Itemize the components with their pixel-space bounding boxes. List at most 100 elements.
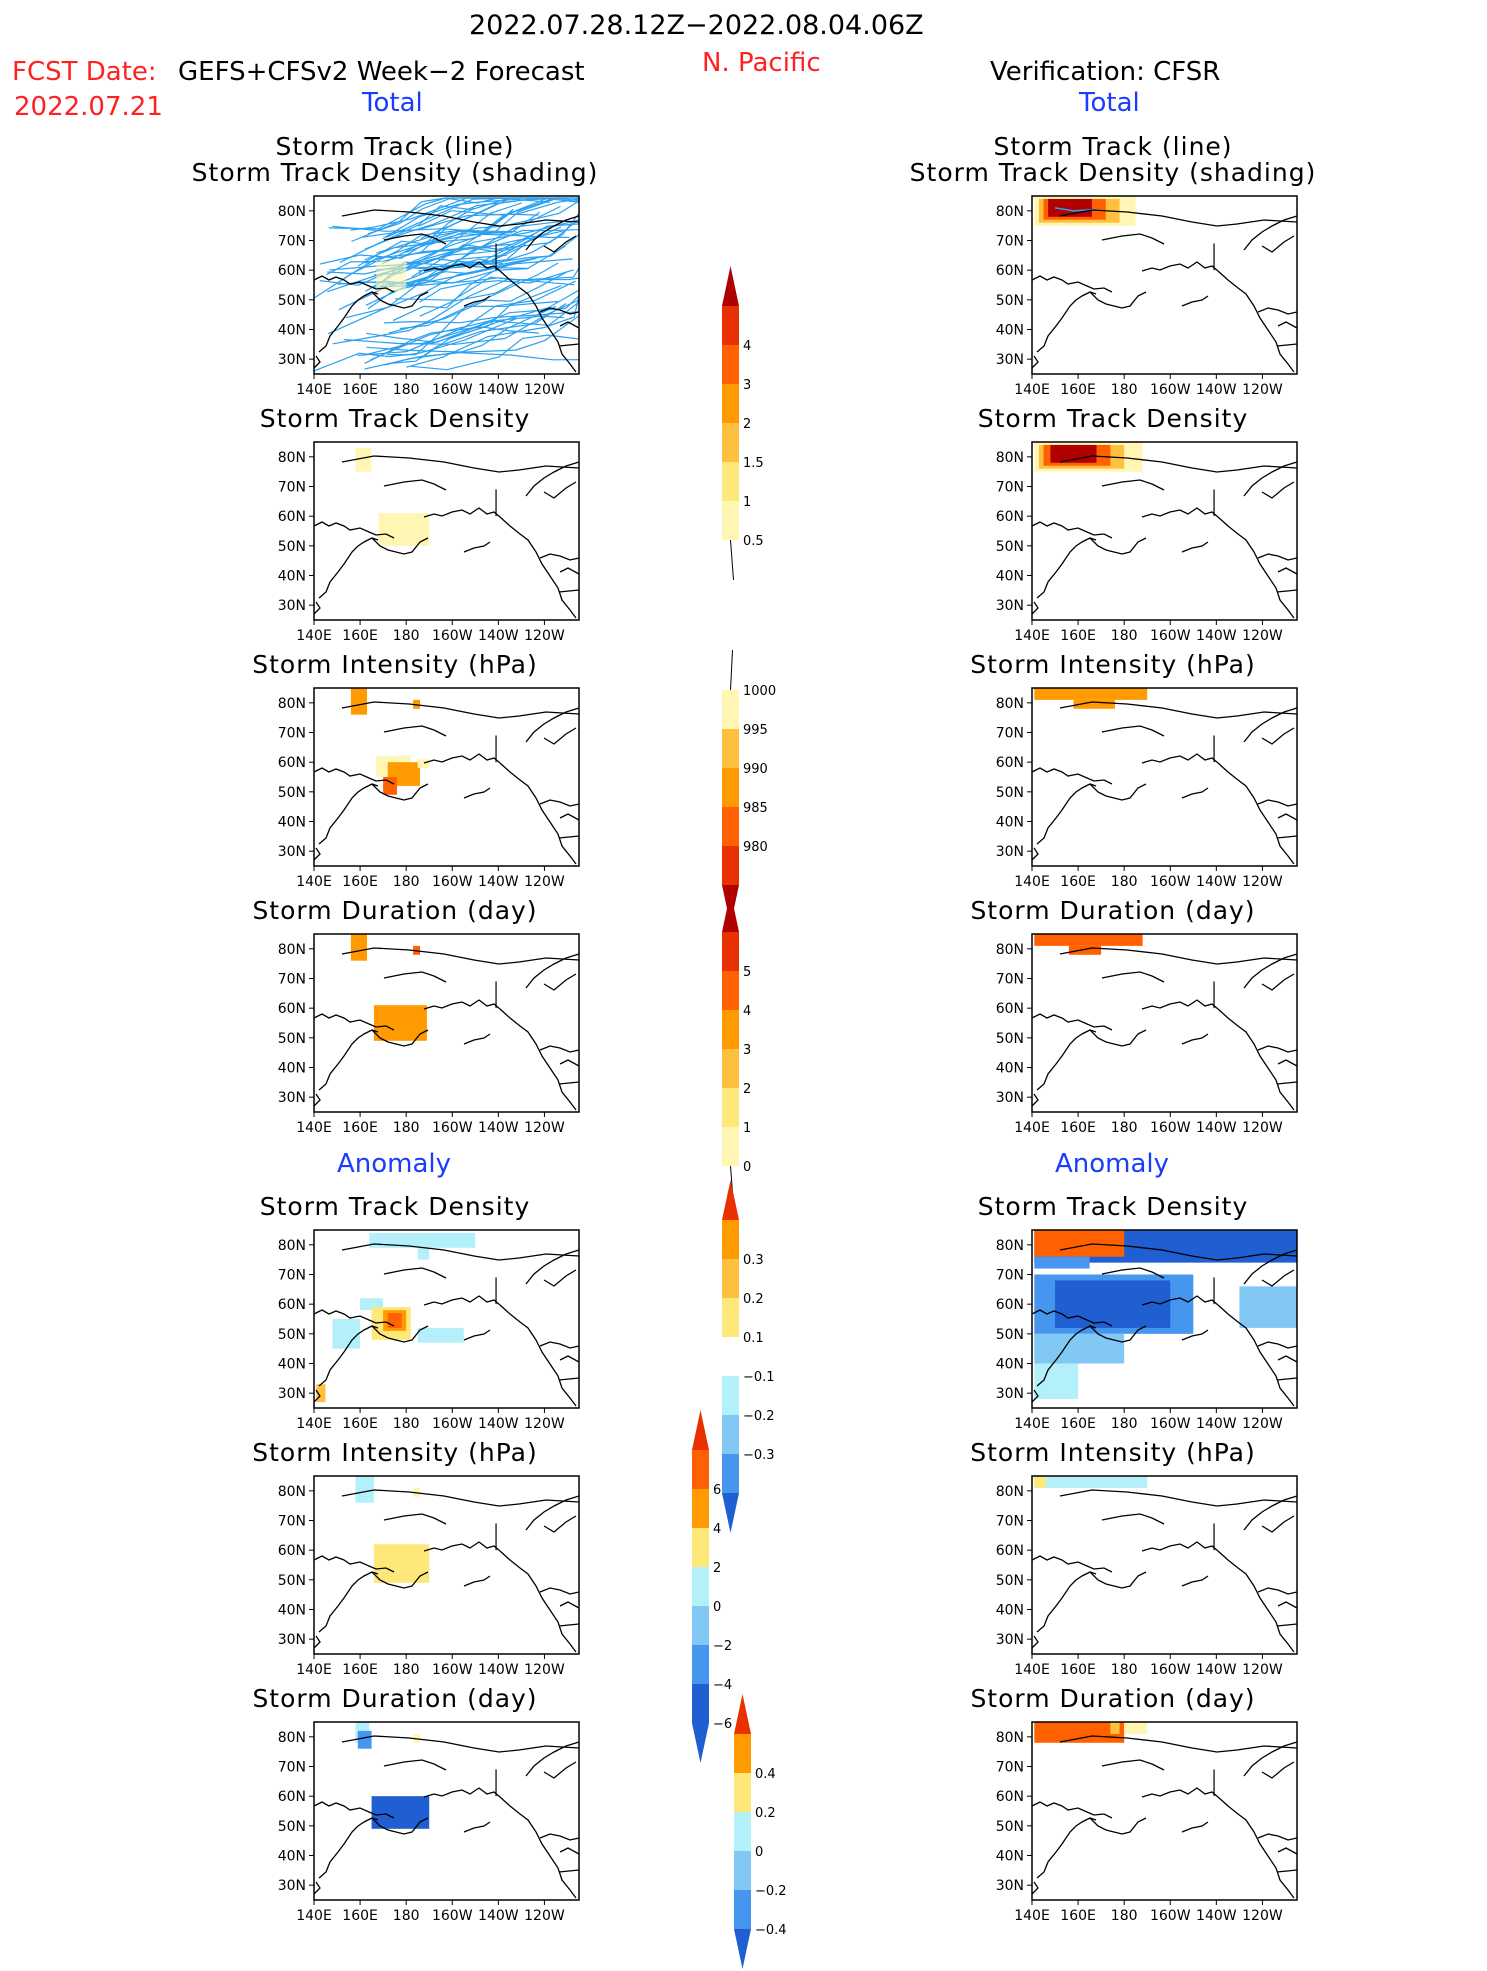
lon-label: 160E [1060, 874, 1096, 890]
coastline [1031, 1013, 1113, 1031]
colorbar-segment [722, 306, 739, 345]
lat-label: 40N [278, 1849, 306, 1865]
lat-label: 50N [278, 293, 306, 309]
lon-label: 140E [296, 1120, 332, 1136]
coastline [371, 1029, 429, 1047]
coastline [1243, 215, 1298, 251]
lat-label: 30N [996, 1090, 1024, 1106]
lon-label: 140E [1014, 628, 1050, 644]
lon-label: 180 [393, 628, 420, 644]
colorbar-label: 2 [713, 1561, 721, 1576]
lat-label: 80N [278, 1484, 306, 1500]
coastline [1243, 1249, 1298, 1285]
map-intensity-fcst: 80N 70N 60N 50N 40N 30N 140E 160E 180 160W 140W 120… [262, 684, 597, 902]
colorbar-label: 3 [743, 378, 751, 393]
panel-title-density: Storm Track Density [259, 404, 531, 433]
coastline [313, 1801, 395, 1819]
coastline [371, 783, 429, 801]
lon-label: 140E [1014, 874, 1050, 890]
lat-label: 50N [996, 1031, 1024, 1047]
coastline [539, 553, 580, 561]
coastline [1181, 1821, 1209, 1833]
colorbar-segment [722, 971, 739, 1010]
lon-label: 140E [1014, 1662, 1050, 1678]
map-frame [313, 195, 580, 375]
lon-label: 180 [1111, 628, 1138, 644]
lat-label: 60N [996, 263, 1024, 279]
coastline [371, 1325, 429, 1343]
shading-cell [1055, 1280, 1171, 1328]
colorbar-segment [722, 501, 739, 540]
lon-label: 120W [524, 628, 565, 644]
map-anom-duration-cfsr: 80N 70N 60N 50N 40N 30N 140E 160E 180 160W 140W 120… [980, 1718, 1315, 1936]
lat-label: 30N [278, 1632, 306, 1648]
coastline [1261, 235, 1295, 253]
coastline [558, 1869, 580, 1873]
lon-label: 180 [1111, 1120, 1138, 1136]
map-duration-cfsr: 80N 70N 60N 50N 40N 30N 140E 160E 180 160W 140W 120… [980, 930, 1315, 1148]
coastline [318, 783, 379, 845]
coastline [318, 1571, 379, 1633]
colorbar-segment [722, 1415, 739, 1454]
storm-track-line [364, 213, 539, 261]
lat-label: 60N [996, 755, 1024, 771]
fcst-date-value: 2022.07.21 [14, 92, 163, 122]
coastline [1059, 1735, 1298, 1753]
colorbar-segment [722, 807, 739, 846]
lat-label: 70N [996, 1268, 1024, 1284]
shading-cell [371, 1796, 430, 1829]
map-anom-intensity-cfsr: 80N 70N 60N 50N 40N 30N 140E 160E 180 160W 140W 120… [980, 1472, 1315, 1690]
coastline [423, 1787, 501, 1798]
lon-label: 140E [296, 1662, 332, 1678]
coastline [313, 521, 395, 539]
coastline [1141, 507, 1219, 518]
coastline [1276, 1081, 1298, 1085]
shading-cell [1034, 1333, 1125, 1364]
coastline [423, 1295, 501, 1306]
lon-label: 120W [1242, 1416, 1283, 1432]
coastline [1031, 847, 1039, 861]
coastline [341, 701, 580, 719]
coastline [341, 455, 580, 473]
lat-label: 50N [278, 1819, 306, 1835]
lon-label: 160E [342, 1120, 378, 1136]
lon-label: 140W [1196, 874, 1237, 890]
lon-label: 140E [1014, 1416, 1050, 1432]
colorbar-triangle [734, 1694, 751, 1734]
coastline [1141, 999, 1219, 1010]
colorbar-segment [722, 1376, 739, 1415]
map-anom-density-fcst: 80N 70N 60N 50N 40N 30N 140E 160E 180 160W 140W 120… [262, 1226, 597, 1444]
lat-label: 30N [278, 844, 306, 860]
lat-label: 40N [278, 1357, 306, 1373]
shading-cell [417, 1327, 464, 1343]
coastline [499, 270, 577, 373]
coastline [313, 1309, 395, 1327]
map-frame [313, 441, 580, 621]
coastline [1276, 835, 1298, 839]
lon-label: 140W [1196, 1908, 1237, 1924]
colorbar-label: −0.2 [743, 1409, 775, 1424]
lat-label: 80N [996, 1238, 1024, 1254]
colorbar-label: 0 [743, 1160, 751, 1175]
lon-label: 180 [393, 1416, 420, 1432]
map-anom-intensity-fcst: 80N 70N 60N 50N 40N 30N 140E 160E 180 160W 140W 120… [262, 1472, 597, 1690]
colorbar-label: −0.4 [755, 1923, 787, 1938]
lat-label: 80N [996, 942, 1024, 958]
lat-label: 80N [996, 1730, 1024, 1746]
verification-title: Verification: CFSR [990, 57, 1221, 87]
lat-label: 70N [278, 234, 306, 250]
colorbar-triangle [722, 1493, 739, 1533]
coastline [558, 835, 580, 839]
map-density-fcst: 80N 70N 60N 50N 40N 30N 140E 160E 180 160W 140W 120… [262, 438, 597, 656]
lat-label: 30N [996, 352, 1024, 368]
lat-label: 30N [278, 1386, 306, 1402]
lon-label: 160E [342, 1662, 378, 1678]
coastline [318, 1325, 379, 1387]
coastline [1217, 1550, 1295, 1653]
lat-label: 40N [278, 1061, 306, 1077]
shading-cell [1034, 1363, 1079, 1400]
coastline [313, 275, 395, 293]
coastline [463, 1329, 491, 1341]
coastline [1276, 343, 1298, 347]
lon-label: 180 [393, 874, 420, 890]
